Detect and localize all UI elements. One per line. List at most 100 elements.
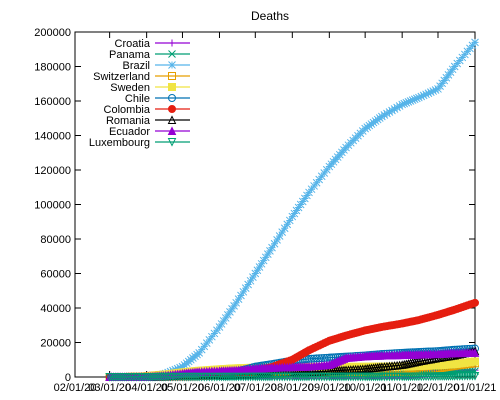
data-point [241, 284, 250, 293]
x-tick-label: 01/01/21 [454, 382, 497, 394]
y-tick-label: 120000 [34, 165, 71, 177]
data-point [448, 65, 457, 74]
x-tick-label: 08/01/20 [271, 382, 314, 394]
data-point [383, 109, 391, 118]
legend-marker [167, 126, 177, 135]
data-point [270, 239, 279, 248]
data-point [419, 91, 428, 100]
data-point [404, 98, 413, 106]
data-point [434, 85, 442, 93]
axis-ticks: 0 20000 40000 60000 80000 100000 120000 140000 1… [34, 27, 496, 394]
legend-marker [168, 50, 176, 58]
legend-marker [167, 115, 177, 124]
data-point [438, 79, 447, 88]
data-point [300, 194, 309, 203]
data-point [436, 82, 444, 90]
data-point [246, 276, 255, 285]
data-point [259, 256, 268, 265]
y-tick-label: 20000 [40, 338, 71, 350]
y-tick-label: 80000 [40, 234, 71, 246]
data-point [431, 86, 440, 94]
data-point [294, 203, 303, 212]
x-tick-label: 09/01/20 [308, 382, 351, 394]
data-point [470, 348, 480, 357]
x-tick-label: 07/01/20 [234, 382, 277, 394]
data-point [424, 89, 433, 98]
data-point [173, 364, 182, 373]
legend-item-switzerland: Switzerland [93, 71, 190, 83]
data-point [275, 232, 284, 240]
legend: CroatiaPanamaBrazilSwitzerlandSwedenChil… [89, 38, 190, 149]
data-point [266, 247, 274, 255]
data-point [283, 220, 292, 229]
legend-label: Sweden [110, 82, 150, 94]
data-point [239, 287, 248, 296]
data-point [244, 280, 252, 289]
data-point [249, 273, 257, 282]
legend-label: Colombia [104, 104, 151, 116]
data-point [402, 98, 411, 107]
data-point [215, 323, 224, 331]
legend-item-colombia: Colombia [104, 104, 190, 116]
data-point [388, 106, 396, 115]
data-point [226, 308, 234, 316]
data-point [446, 68, 455, 76]
legend-marker [168, 83, 176, 91]
data-point [471, 298, 479, 307]
legend-item-brazil: Brazil [122, 60, 190, 72]
x-tick-label: 10/01/20 [344, 382, 387, 394]
data-point [298, 197, 307, 206]
x-tick-label: 06/01/20 [198, 382, 241, 394]
x-tick-label: 03/01/20 [88, 382, 131, 394]
data-point [288, 212, 297, 221]
series-layer [105, 38, 480, 382]
y-tick-label: 140000 [34, 131, 71, 143]
legend-marker [168, 72, 176, 80]
data-point [442, 73, 451, 82]
data-point [440, 76, 449, 85]
data-point [221, 314, 230, 322]
y-tick-label: 200000 [34, 27, 71, 39]
data-point [385, 108, 394, 116]
chart-title: Deaths [251, 9, 289, 23]
y-tick-label: 100000 [34, 200, 71, 212]
legend-label: Chile [125, 93, 150, 105]
data-point [278, 228, 287, 236]
data-point [417, 92, 426, 101]
data-point [237, 291, 245, 300]
data-point [273, 236, 281, 244]
legend-item-croatia: Croatia [115, 38, 190, 50]
series-luxembourg [105, 371, 480, 382]
x-tick-label: 11/01/20 [381, 382, 423, 394]
data-point [444, 71, 453, 79]
data-point [219, 317, 228, 325]
data-point [253, 266, 262, 275]
y-tick-label: 60000 [40, 269, 71, 281]
data-point [230, 301, 238, 310]
data-point [251, 269, 260, 278]
data-point [263, 250, 272, 258]
data-point [223, 311, 232, 319]
data-point [393, 103, 401, 112]
data-point [471, 357, 479, 366]
data-point [217, 320, 226, 328]
data-point [398, 100, 407, 109]
legend-marker [168, 39, 176, 47]
data-point [228, 305, 236, 313]
data-point [292, 206, 301, 215]
data-point [415, 93, 423, 102]
y-tick-label: 160000 [34, 96, 71, 108]
legend-item-sweden: Sweden [110, 82, 190, 94]
data-point [422, 90, 430, 99]
data-point [429, 87, 438, 95]
x-tick-label: 02/01/20 [54, 382, 97, 394]
legend-label: Luxembourg [89, 137, 150, 149]
data-point [280, 224, 289, 233]
data-point [296, 200, 305, 209]
data-point [290, 209, 299, 218]
legend-item-panama: Panama [109, 49, 190, 61]
legend-item-romania: Romania [106, 115, 190, 127]
data-point [268, 243, 276, 252]
x-tick-label: 04/01/20 [125, 382, 168, 394]
